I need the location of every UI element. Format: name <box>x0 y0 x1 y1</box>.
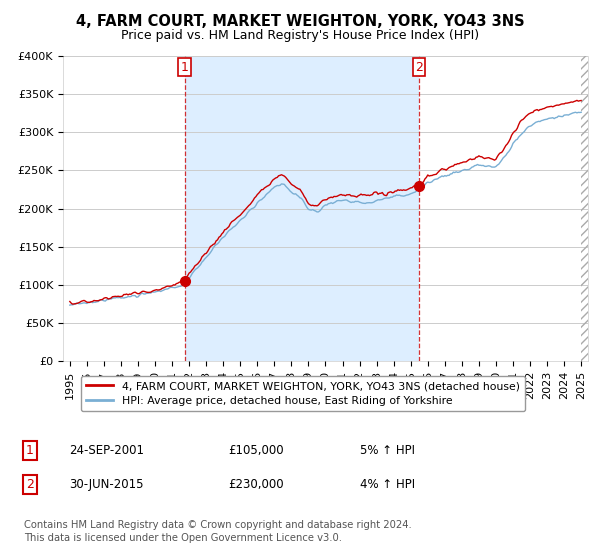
Text: 24-SEP-2001: 24-SEP-2001 <box>69 444 144 458</box>
Text: 1: 1 <box>181 60 188 73</box>
Text: 5% ↑ HPI: 5% ↑ HPI <box>360 444 415 458</box>
Text: 4, FARM COURT, MARKET WEIGHTON, YORK, YO43 3NS: 4, FARM COURT, MARKET WEIGHTON, YORK, YO… <box>76 14 524 29</box>
Text: 1: 1 <box>26 444 34 458</box>
Text: 4% ↑ HPI: 4% ↑ HPI <box>360 478 415 491</box>
Legend: 4, FARM COURT, MARKET WEIGHTON, YORK, YO43 3NS (detached house), HPI: Average pr: 4, FARM COURT, MARKET WEIGHTON, YORK, YO… <box>81 376 525 411</box>
Text: 2: 2 <box>26 478 34 491</box>
Text: 2: 2 <box>415 60 423 73</box>
Text: £105,000: £105,000 <box>228 444 284 458</box>
Text: Contains HM Land Registry data © Crown copyright and database right 2024.
This d: Contains HM Land Registry data © Crown c… <box>24 520 412 543</box>
Text: £230,000: £230,000 <box>228 478 284 491</box>
Bar <box>185 56 419 361</box>
Bar <box>581 56 588 361</box>
Text: Price paid vs. HM Land Registry's House Price Index (HPI): Price paid vs. HM Land Registry's House … <box>121 29 479 42</box>
Text: 30-JUN-2015: 30-JUN-2015 <box>69 478 143 491</box>
